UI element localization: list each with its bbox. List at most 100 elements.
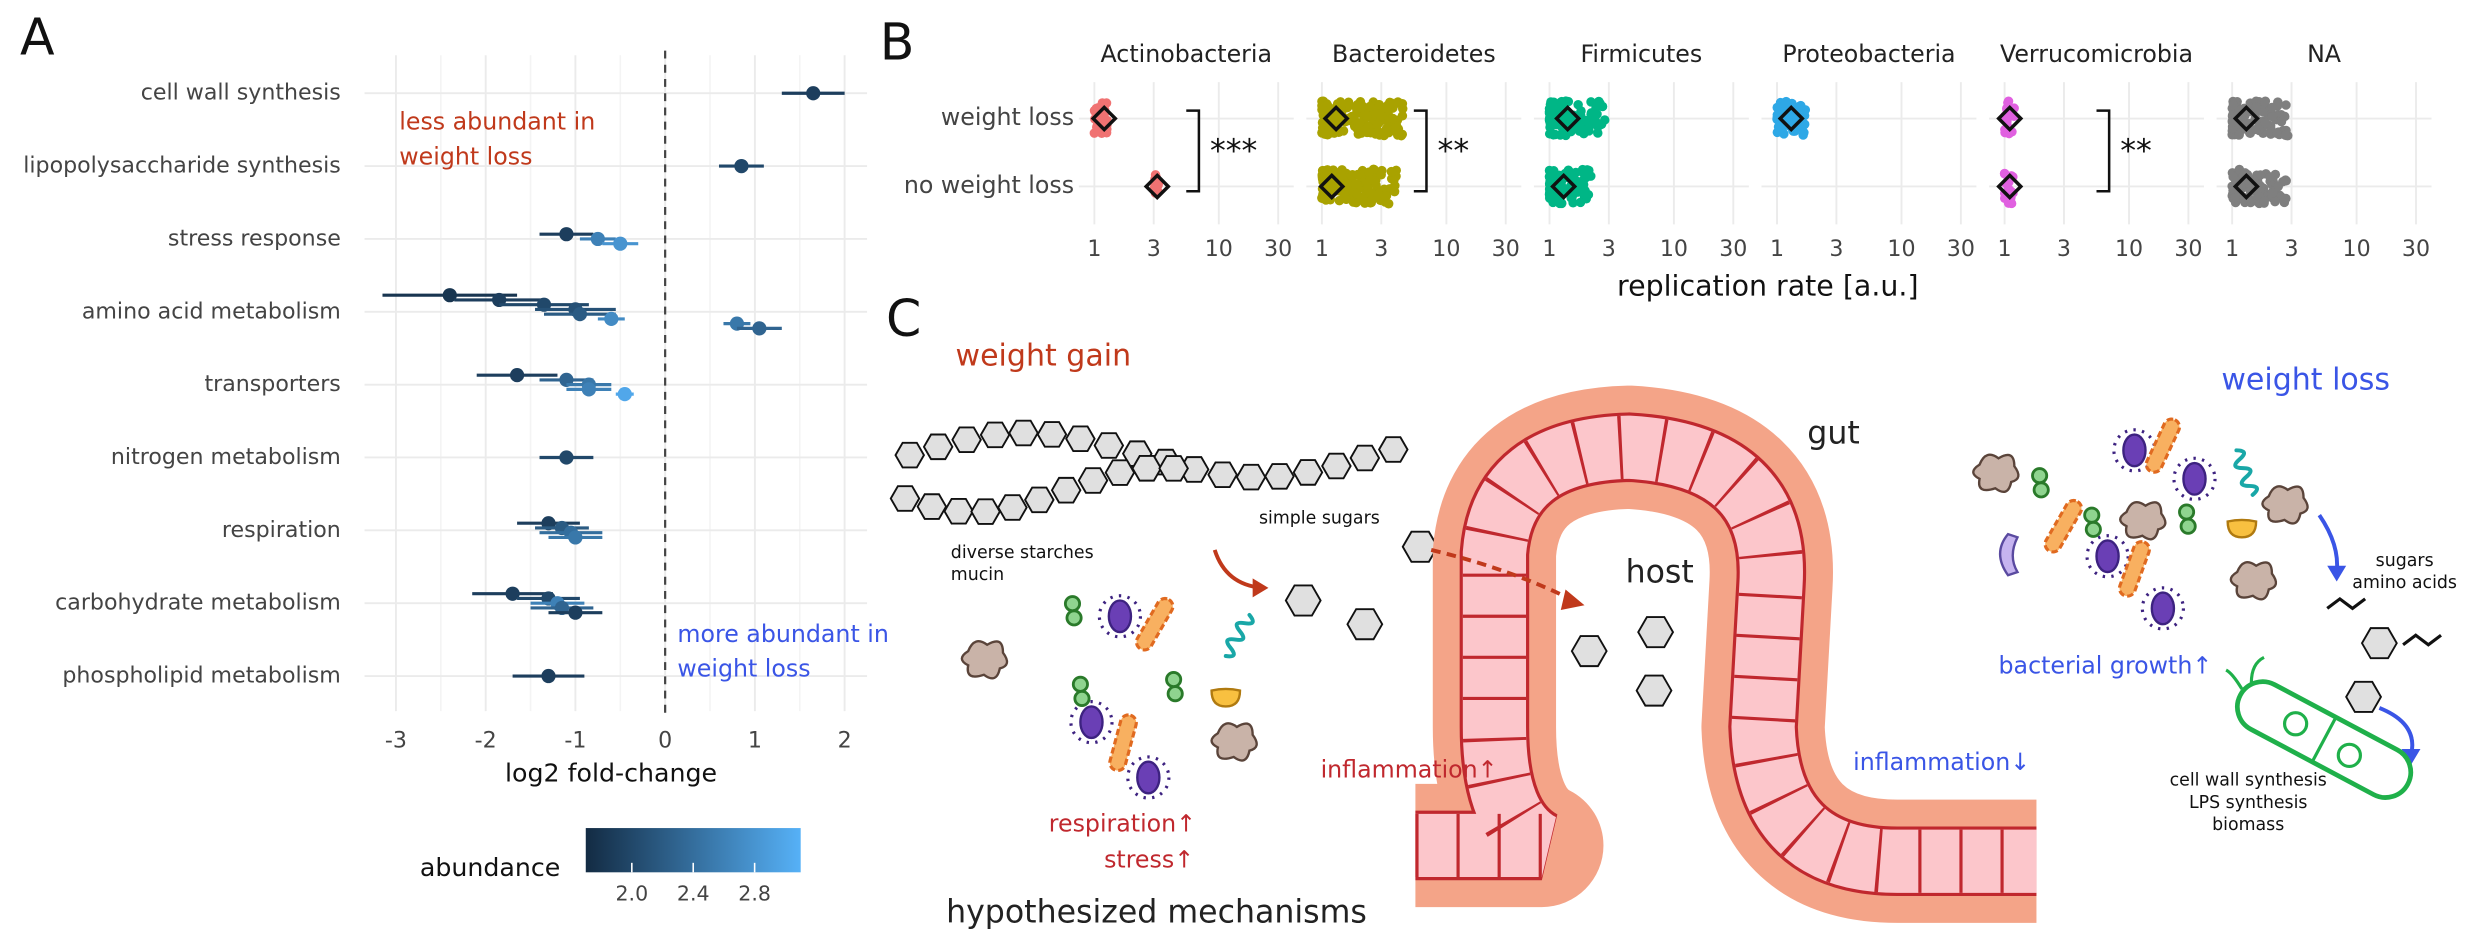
illustration [2032, 481, 2050, 499]
point [1556, 97, 1566, 107]
point [1335, 97, 1346, 107]
illustration [1346, 608, 1384, 641]
illustration [960, 640, 1009, 680]
illustration [2084, 520, 2102, 538]
point [1376, 111, 1387, 121]
x-tick-label: 10 [1432, 236, 1460, 262]
illustration [943, 497, 975, 525]
point [2234, 130, 2244, 140]
y-tick-label: amino acid metabolism [82, 298, 341, 324]
point [1355, 118, 1365, 128]
point [1545, 172, 1556, 182]
panel-label: A [20, 8, 55, 67]
illustration [1065, 609, 1083, 627]
point [1596, 119, 1607, 130]
point [1365, 175, 1375, 185]
illustration [970, 498, 1001, 525]
x-axis-label: replication rate [a.u.] [1617, 270, 1919, 303]
point [2255, 170, 2266, 180]
point [2230, 192, 2240, 203]
diagram-title: hypothesized mechanisms [946, 894, 1367, 930]
illustration [2122, 433, 2147, 468]
point [1366, 127, 1376, 138]
illustration [1401, 530, 1439, 563]
illustration [2326, 596, 2442, 647]
y-tick-label: stress response [168, 225, 341, 251]
median-diamond [1090, 104, 1118, 133]
illustration [2081, 425, 2094, 472]
point [2228, 171, 2238, 182]
point [604, 311, 619, 327]
illustration [2144, 417, 2182, 474]
illustration [1284, 584, 1322, 617]
illustration [894, 441, 926, 469]
point-cloud [2227, 96, 2293, 141]
illustration [2360, 627, 2398, 660]
illustration [2327, 565, 2347, 582]
x-tick-label: 1 [1770, 236, 1784, 262]
label: mucin [951, 565, 1004, 585]
x-tick-label: 30 [1947, 236, 1975, 262]
point [1351, 179, 1362, 189]
legend-title: abundance [420, 853, 561, 882]
x-tick-label: -3 [385, 728, 407, 754]
illustration [1570, 635, 1608, 668]
illustration [2031, 467, 2049, 485]
illustration [979, 421, 1011, 449]
y-tick-label: weight loss [941, 103, 1074, 131]
point [1353, 169, 1363, 180]
point [1347, 111, 1357, 122]
x-tick-label: -2 [475, 728, 497, 754]
x-tick-label: 1 [1998, 236, 2012, 262]
x-tick-label: 1 [1087, 236, 1101, 262]
label: simple sugars [1259, 508, 1380, 528]
illustration [2083, 506, 2101, 524]
median-diamond [1777, 104, 1805, 133]
point [2258, 107, 2268, 117]
y-tick-label: respiration [222, 517, 341, 543]
illustration [1165, 670, 1183, 689]
illustration [1172, 710, 1185, 757]
point [752, 321, 767, 336]
illustration [2401, 749, 2421, 765]
x-tick-label: -1 [564, 728, 586, 754]
point [1593, 128, 1603, 138]
illustration [1430, 548, 1575, 603]
illustration [1415, 415, 2037, 893]
bracket [1186, 109, 1201, 193]
median-diamond [1550, 172, 1578, 200]
x-tick-label: 3 [1829, 236, 1843, 262]
point-cloud [1317, 164, 1401, 209]
colorbar-label: 2.0 [615, 881, 648, 905]
significance: *** [1210, 133, 1257, 169]
point [2267, 111, 2278, 122]
y-tick-label: no weight loss [904, 171, 1074, 199]
facet-title: Bacteroidetes [1332, 40, 1496, 68]
point [613, 236, 628, 251]
illustration [2119, 500, 2167, 541]
x-tick-label: 30 [1719, 236, 1747, 262]
illustration [1223, 612, 1255, 659]
annotation: weight loss [677, 655, 810, 683]
illustration [1637, 616, 1675, 649]
illustration [2225, 655, 2265, 690]
point [2260, 96, 2271, 106]
point [1571, 167, 1581, 178]
label: respiration↑ [1049, 809, 1196, 837]
point [568, 605, 583, 620]
illustration [2182, 461, 2207, 496]
illustration [1126, 755, 1171, 800]
illustration [2178, 503, 2196, 521]
label: weight gain [956, 339, 1132, 374]
illustration [1560, 589, 1585, 610]
illustration [922, 433, 954, 461]
illustration [1321, 452, 1352, 480]
illustration [2095, 539, 2120, 574]
illustration [2229, 561, 2278, 601]
illustration [1071, 675, 1089, 693]
x-tick-label: 10 [1887, 236, 1915, 262]
point [1380, 103, 1391, 113]
median-diamond [1322, 104, 1350, 133]
colorbar-label: 2.8 [738, 881, 771, 905]
illustration [2310, 716, 2338, 763]
